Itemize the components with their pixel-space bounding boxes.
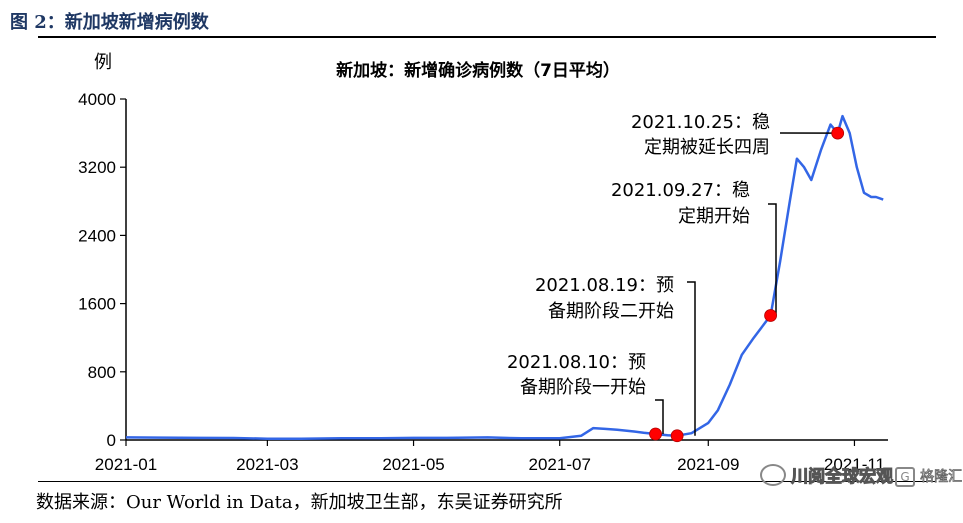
annotation-leader <box>687 281 696 436</box>
title-rule <box>38 36 936 38</box>
brand-watermark: G 格隆汇 <box>895 466 962 487</box>
annotation-label: 定期开始 <box>678 206 750 227</box>
y-tick-label: 4000 <box>78 90 116 109</box>
x-tick-label: 2021-01 <box>95 455 157 474</box>
annotation-label: 2021.09.27：稳 <box>611 180 750 201</box>
y-tick-label: 1600 <box>78 295 116 314</box>
y-tick-label: 800 <box>88 363 116 382</box>
series <box>125 114 884 440</box>
wechat-account-name: 川阅全球宏观 <box>791 467 894 488</box>
y-tick-labels: 0 800 1600 2400 3200 4000 <box>78 90 116 450</box>
brand-icon: G <box>895 467 915 487</box>
x-tick-label: 2021-05 <box>382 455 444 474</box>
annotation-label: 2021.08.10：预 <box>507 352 646 373</box>
series-line <box>125 114 884 440</box>
annotation-leader <box>768 203 777 316</box>
event-marker <box>670 429 684 443</box>
wechat-watermark: 川阅全球宏观 <box>760 462 894 488</box>
annotation-label: 备期阶段二开始 <box>548 301 674 322</box>
figure-title: 图 2：新加坡新增病例数 <box>10 12 209 33</box>
x-tick-labels: 2021-01 2021-03 2021-05 2021-07 2021-09 2021-… <box>95 455 885 474</box>
x-tick-label: 2021-11 <box>824 455 885 474</box>
wechat-icon <box>760 463 786 486</box>
brand-name: 格隆汇 <box>920 469 963 486</box>
x-tick-label: 2021-07 <box>529 455 591 474</box>
y-tick-label: 2400 <box>78 226 116 245</box>
y-axis-label: 例 <box>94 52 112 73</box>
x-tick-label: 2021-09 <box>677 455 739 474</box>
annotation-leader <box>655 399 664 435</box>
y-tick-label: 0 <box>107 431 116 450</box>
annotation-label: 备期阶段一开始 <box>520 377 646 398</box>
x-tick-label: 2021-03 <box>236 455 298 474</box>
y-tick-label: 3200 <box>78 158 116 177</box>
source-note: 数据来源：Our World in Data，新加坡卫生部，东吴证券研究所 <box>36 492 563 513</box>
event-marker <box>649 427 662 441</box>
annotation-label: 定期被延长四周 <box>644 137 770 158</box>
annotation-label: 2021.08.19：预 <box>535 275 674 296</box>
event-marker <box>764 309 777 322</box>
source-rule <box>38 481 936 482</box>
chart-title: 新加坡：新增确诊病例数（7日平均） <box>336 60 620 81</box>
axes <box>120 98 888 446</box>
event-marker <box>831 126 845 140</box>
annotation-label: 2021.10.25：稳 <box>631 112 770 133</box>
